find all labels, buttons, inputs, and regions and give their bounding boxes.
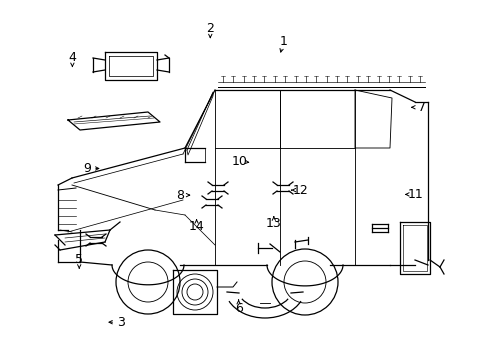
Text: 11: 11 [407, 188, 423, 201]
Text: 13: 13 [265, 217, 281, 230]
Text: 7: 7 [417, 101, 425, 114]
Text: 9: 9 [83, 162, 91, 175]
Text: 5: 5 [75, 253, 83, 266]
Text: 1: 1 [279, 35, 287, 48]
Text: 2: 2 [206, 22, 214, 35]
Text: 6: 6 [234, 302, 242, 315]
Text: 4: 4 [68, 51, 76, 64]
Text: 8: 8 [176, 189, 183, 202]
Text: 10: 10 [231, 155, 247, 168]
Text: 3: 3 [117, 316, 125, 329]
Text: 14: 14 [188, 220, 204, 233]
Text: 12: 12 [292, 184, 307, 197]
